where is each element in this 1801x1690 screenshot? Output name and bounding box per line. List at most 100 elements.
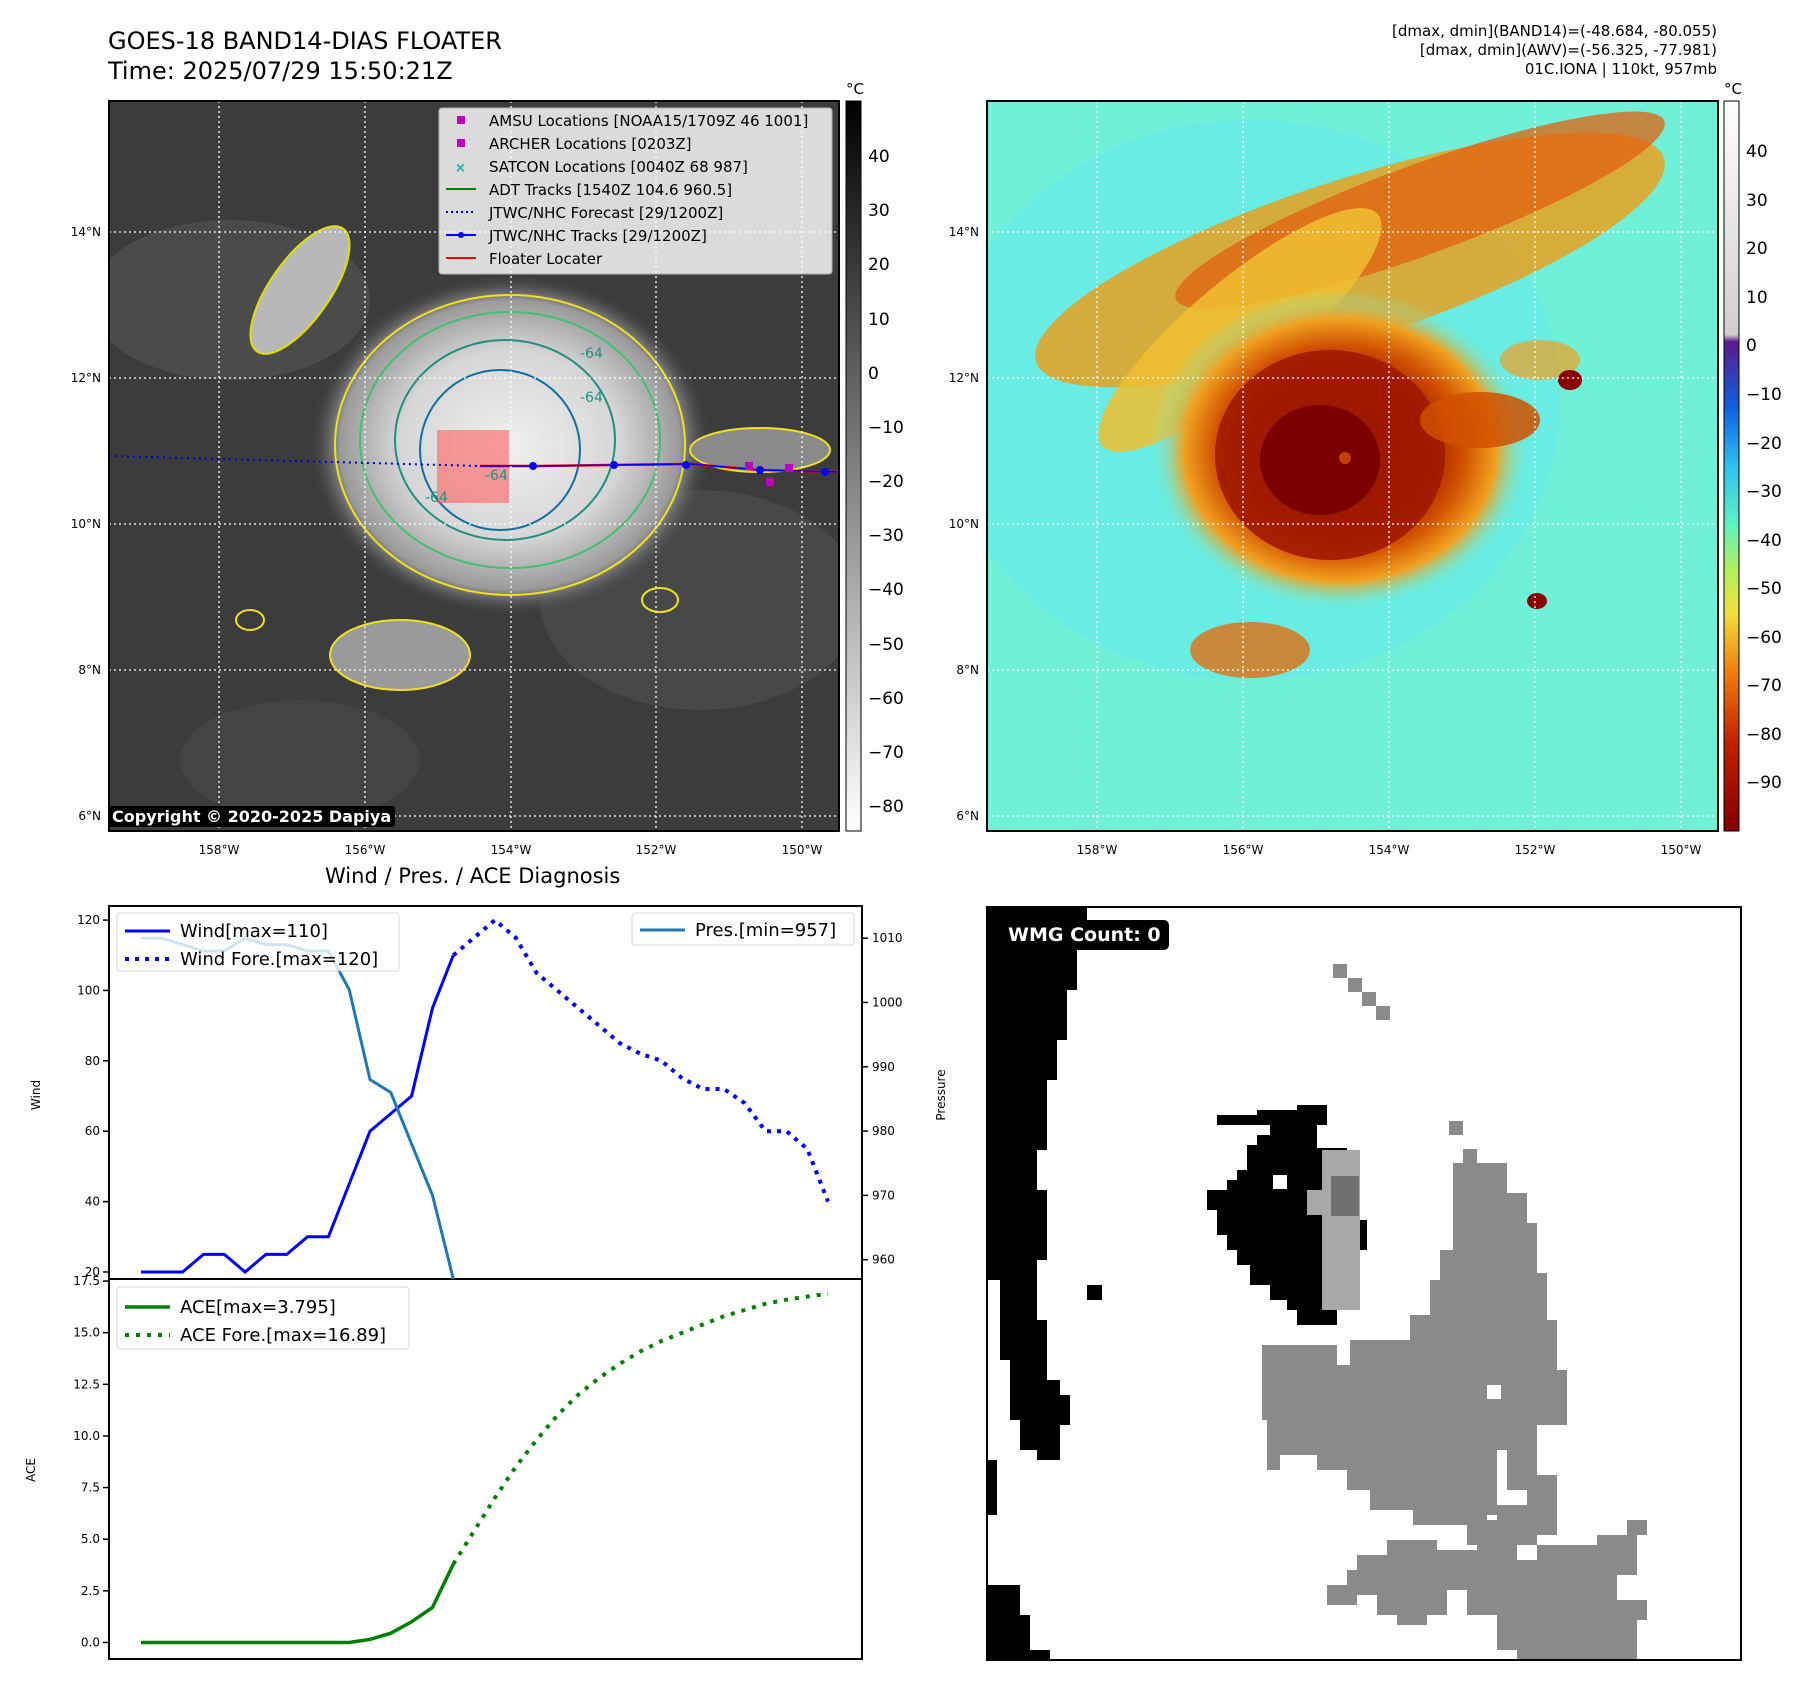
cb-l-m50: −50 — [868, 635, 904, 655]
contour-label-2: -64 — [580, 390, 603, 406]
legend-labels: AMSU Locations [NOAA15/1709Z 46 1001] AR… — [488, 112, 808, 268]
lat-8n: 8°N — [78, 663, 101, 677]
wmg-count-badge: WMG Count: 0 — [1000, 920, 1169, 950]
wind-yticks-label-4: 100 — [77, 983, 100, 997]
ace-yticks-label-3: 7.5 — [81, 1481, 100, 1495]
wmg-frame — [986, 906, 1742, 1661]
awv-colorbar-ticks: 40 30 20 10 0 −10 −20 −30 −40 −50 −60 −7… — [1746, 142, 1782, 793]
legend-floater: Floater Locater — [489, 250, 603, 268]
cb-r-m60: −60 — [1746, 628, 1782, 648]
cb-l-m20: −20 — [868, 472, 904, 492]
ace-yticks: 0.0 2.5 5.0 7.5 10.0 12.5 15.0 17.5 — [73, 1274, 109, 1649]
cb-r-0: 0 — [1746, 336, 1757, 356]
legend-forecast: JTWC/NHC Forecast [29/1200Z] — [488, 204, 723, 222]
r-lon-158w: 158°W — [1077, 843, 1118, 857]
legend-satcon: SATCON Locations [0040Z 68 987] — [489, 158, 748, 176]
cb-l-m30: −30 — [868, 526, 904, 546]
legend-ace-fore-label: ACE Fore.[max=16.89] — [180, 1325, 386, 1346]
diagnosis-title: Wind / Pres. / ACE Diagnosis — [325, 864, 621, 888]
r-lat-10n: 10°N — [949, 517, 979, 531]
lat-12n: 12°N — [71, 371, 101, 385]
legend-pres-label: Pres.[min=957] — [695, 920, 836, 941]
pres-yticks-label-3: 990 — [872, 1060, 895, 1074]
legend-archer: ARCHER Locations [0203Z] — [489, 135, 692, 153]
map-legend — [438, 107, 833, 275]
stats-band14: [dmax, dmin](BAND14)=(-48.684, -80.055) — [1392, 22, 1717, 40]
r-lon-156w: 156°W — [1223, 843, 1264, 857]
cb-l-m80: −80 — [868, 797, 904, 817]
pres-legend — [631, 912, 855, 946]
ir-colorbar — [845, 100, 862, 832]
legend-amsu: AMSU Locations [NOAA15/1709Z 46 1001] — [489, 112, 808, 130]
legend-tracks: JTWC/NHC Tracks [29/1200Z] — [488, 227, 707, 245]
ace-yticks-label-5: 12.5 — [73, 1377, 100, 1391]
legend-wind-fore-label: Wind Fore.[max=120] — [180, 949, 378, 970]
pres-yticks-label-1: 970 — [872, 1188, 895, 1202]
ace-yticks-label-0: 0.0 — [81, 1635, 100, 1649]
wmg-light-gray-edge — [1307, 1190, 1322, 1215]
figure-title: GOES-18 BAND14-DIAS FLOATER Time: 2025/0… — [108, 26, 502, 86]
series-wind-forecast-line — [452, 917, 830, 1203]
pres-yticks-label-0: 960 — [872, 1253, 895, 1267]
awv-lat-ticks: 14°N 12°N 10°N 8°N 6°N — [949, 225, 979, 823]
cb-l-m10: −10 — [868, 418, 904, 438]
cb-l-20: 20 — [868, 255, 890, 275]
cb-l-m60: −60 — [868, 689, 904, 709]
r-lat-8n: 8°N — [956, 663, 979, 677]
awv-lon-ticks: 158°W 156°W 154°W 152°W 150°W — [1077, 843, 1702, 857]
wmg-light-gray-core — [1322, 1150, 1360, 1310]
contour-label-4: -64 — [485, 468, 508, 484]
cb-l-m40: −40 — [868, 580, 904, 600]
ir-lon-ticks: 158°W 156°W 154°W 152°W 150°W — [199, 843, 823, 857]
wind-yticks-label-3: 80 — [85, 1054, 100, 1068]
series-ace-forecast-line — [451, 1291, 829, 1566]
lat-10n: 10°N — [71, 517, 101, 531]
r-lon-154w: 154°W — [1369, 843, 1410, 857]
r-lat-14n: 14°N — [949, 225, 979, 239]
lon-158w: 158°W — [199, 843, 240, 857]
r-lat-6n: 6°N — [956, 809, 979, 823]
ace-yticks-label-4: 10.0 — [73, 1429, 100, 1443]
cb-r-m10: −10 — [1746, 385, 1782, 405]
wind-yticks: 20 40 60 80 100 120 — [77, 913, 109, 1279]
cb-r-m90: −90 — [1746, 773, 1782, 793]
legend-wind-label: Wind[max=110] — [180, 921, 328, 942]
amsu-markers — [745, 462, 793, 486]
cb-r-40: 40 — [1746, 142, 1768, 162]
ir-map-svg: -64 -64 -64 -64 × AMSU Locations [NOAA15… — [71, 80, 1782, 857]
awv-map-gridlines — [987, 101, 1718, 831]
cb-r-m80: −80 — [1746, 725, 1782, 745]
legend-markers: × — [446, 116, 476, 259]
wind-ylabel: Wind — [29, 1080, 43, 1110]
title-time: Time: 2025/07/29 15:50:21Z — [108, 57, 453, 85]
wmg-eye-gap — [1273, 1175, 1287, 1189]
r-lat-12n: 12°N — [949, 371, 979, 385]
wmg-panel — [986, 906, 1742, 1661]
series-wind-line — [141, 954, 455, 1274]
diagnosis-chart: 20 40 60 80 100 120 960 970 980 990 1000 1010 0.0 2… — [24, 905, 948, 1660]
legend-ace-label: ACE[max=3.795] — [180, 1297, 336, 1318]
storm-info: 01C.IONA | 110kt, 957mb — [1524, 60, 1717, 78]
ir-colorbar-ticks: 40 30 20 10 0 −10 −20 −30 −40 −50 −60 −7… — [868, 147, 904, 817]
wind-legend — [116, 912, 400, 972]
title-product: GOES-18 BAND14-DIAS FLOATER — [108, 27, 502, 55]
wmg-gray-regions — [1262, 964, 1647, 1660]
awv-cloud-field — [987, 111, 1665, 680]
legend-adt: ADT Tracks [1540Z 104.6 960.5] — [489, 181, 732, 199]
cb-r-m40: −40 — [1746, 531, 1782, 551]
best-track-points — [529, 461, 829, 476]
cb-l-30: 30 — [868, 201, 890, 221]
awv-colorbar — [1723, 100, 1740, 832]
lat-6n: 6°N — [78, 809, 101, 823]
awv-colorbar-unit: °C — [1724, 80, 1742, 98]
cb-l-40: 40 — [868, 147, 890, 167]
ace-yticks-label-1: 2.5 — [81, 1584, 100, 1598]
awv-map-frame — [986, 100, 1719, 832]
wmg-dark-gray-eye — [1331, 1176, 1359, 1216]
lon-156w: 156°W — [345, 843, 386, 857]
cb-l-0: 0 — [868, 364, 879, 384]
wmg-background — [987, 907, 1741, 1660]
pressure-ylabel: Pressure — [934, 1069, 948, 1120]
pres-yticks: 960 970 980 990 1000 1010 — [862, 931, 903, 1267]
wind-yticks-label-5: 120 — [77, 913, 100, 927]
